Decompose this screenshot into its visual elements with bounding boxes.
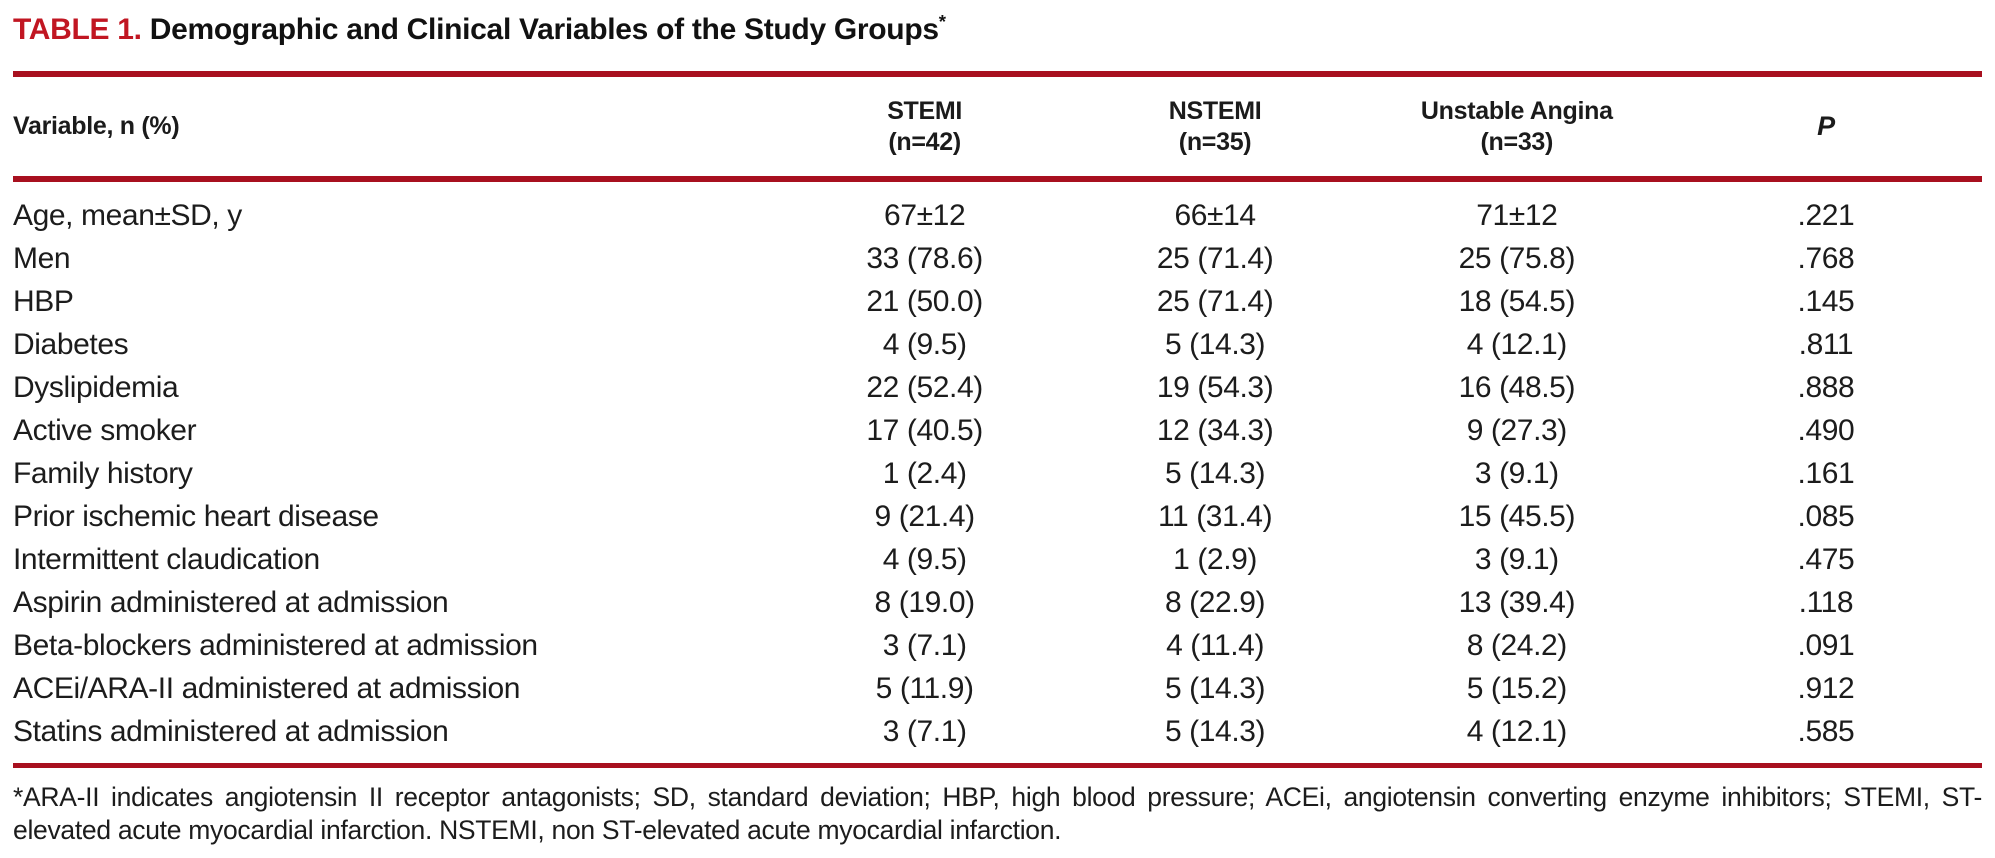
cell-p-value: .768 <box>1797 241 1855 275</box>
row-label: Age, mean±SD, y <box>13 198 242 232</box>
cell-unstable-angina: 18 (54.5) <box>1458 284 1576 318</box>
column-header-unstable-angina: Unstable Angina (n=33) <box>1364 74 1670 179</box>
cell-p-value: .161 <box>1797 456 1855 490</box>
title-asterisk: * <box>938 11 946 32</box>
column-header-p-value: P <box>1817 111 1835 141</box>
row-label: Statins administered at admission <box>13 714 449 748</box>
group-n: (n=35) <box>1178 127 1252 156</box>
cell-stemi: 9 (21.4) <box>874 499 976 533</box>
table-row: Active smoker 17 (40.5) 12 (34.3) 9 (27.… <box>13 409 1982 452</box>
cell-unstable-angina: 4 (12.1) <box>1466 714 1568 748</box>
cell-stemi: 22 (52.4) <box>866 370 983 404</box>
table-header: Variable, n (%) STEMI (n=42) NSTEMI (n=3… <box>13 74 1982 179</box>
row-label: HBP <box>13 284 74 318</box>
table-row: Men 33 (78.6) 25 (71.4) 25 (75.8) .768 <box>13 237 1982 280</box>
header-row: Variable, n (%) STEMI (n=42) NSTEMI (n=3… <box>13 74 1982 179</box>
column-header-nstemi: NSTEMI (n=35) <box>1066 74 1363 179</box>
table-row: Diabetes 4 (9.5) 5 (14.3) 4 (12.1) .811 <box>13 323 1982 366</box>
cell-unstable-angina: 3 (9.1) <box>1474 456 1559 490</box>
cell-nstemi: 25 (71.4) <box>1156 284 1274 318</box>
row-label: Prior ischemic heart disease <box>13 499 379 533</box>
cell-stemi: 1 (2.4) <box>882 456 967 490</box>
row-label: Dyslipidemia <box>13 370 179 404</box>
cell-unstable-angina: 15 (45.5) <box>1458 499 1576 533</box>
row-label: Beta-blockers administered at admission <box>13 628 538 662</box>
cell-unstable-angina: 13 (39.4) <box>1458 585 1576 619</box>
table-row: Statins administered at admission 3 (7.1… <box>13 710 1982 766</box>
table-row: Dyslipidemia 22 (52.4) 19 (54.3) 16 (48.… <box>13 366 1982 409</box>
cell-nstemi: 5 (14.3) <box>1164 671 1266 705</box>
cell-p-value: .888 <box>1797 370 1855 404</box>
table-body: Age, mean±SD, y 67±12 66±14 71±12 .221 M… <box>13 179 1982 766</box>
table-row: ACEi/ARA-II administered at admission 5 … <box>13 667 1982 710</box>
cell-unstable-angina: 16 (48.5) <box>1458 370 1576 404</box>
cell-nstemi: 1 (2.9) <box>1173 542 1258 576</box>
cell-p-value: .490 <box>1797 413 1855 447</box>
cell-nstemi: 5 (14.3) <box>1164 714 1266 748</box>
table-row: HBP 21 (50.0) 25 (71.4) 18 (54.5) .145 <box>13 280 1982 323</box>
cell-p-value: .585 <box>1797 714 1855 748</box>
cell-stemi: 17 (40.5) <box>866 413 983 447</box>
row-label: Active smoker <box>13 413 197 447</box>
cell-nstemi: 5 (14.3) <box>1164 327 1266 361</box>
table-row: Age, mean±SD, y 67±12 66±14 71±12 .221 <box>13 179 1982 237</box>
cell-stemi: 8 (19.0) <box>874 585 976 619</box>
cell-p-value: .118 <box>1798 585 1854 619</box>
row-label: Men <box>13 241 71 275</box>
column-header-stemi: STEMI (n=42) <box>783 74 1067 179</box>
cell-unstable-angina: 8 (24.2) <box>1466 628 1568 662</box>
group-n: (n=33) <box>1480 127 1554 156</box>
cell-nstemi: 8 (22.9) <box>1164 585 1266 619</box>
cell-stemi: 3 (7.1) <box>882 628 967 662</box>
table-row: Prior ischemic heart disease 9 (21.4) 11… <box>13 495 1982 538</box>
cell-p-value: .145 <box>1797 284 1855 318</box>
cell-unstable-angina: 5 (15.2) <box>1466 671 1568 705</box>
cell-p-value: .912 <box>1797 671 1855 705</box>
cell-p-value: .085 <box>1797 499 1855 533</box>
cell-unstable-angina: 25 (75.8) <box>1458 241 1576 275</box>
row-label: Aspirin administered at admission <box>13 585 449 619</box>
demographics-table: Variable, n (%) STEMI (n=42) NSTEMI (n=3… <box>13 71 1982 768</box>
cell-unstable-angina: 71±12 <box>1476 198 1558 232</box>
group-name: Unstable Angina <box>1420 96 1613 125</box>
cell-unstable-angina: 3 (9.1) <box>1474 542 1559 576</box>
table-row: Intermittent claudication 4 (9.5) 1 (2.9… <box>13 538 1982 581</box>
cell-p-value: .091 <box>1797 628 1855 662</box>
row-label: ACEi/ARA-II administered at admission <box>13 671 521 705</box>
cell-p-value: .811 <box>1798 327 1854 361</box>
cell-stemi: 67±12 <box>884 198 966 232</box>
group-name: NSTEMI <box>1168 96 1262 125</box>
cell-stemi: 21 (50.0) <box>866 284 983 318</box>
table-row: Aspirin administered at admission 8 (19.… <box>13 581 1982 624</box>
table-row: Beta-blockers administered at admission … <box>13 624 1982 667</box>
table-title: Demographic and Clinical Variables of th… <box>149 13 939 46</box>
row-label: Family history <box>13 456 193 490</box>
cell-nstemi: 11 (31.4) <box>1157 499 1273 533</box>
cell-nstemi: 19 (54.3) <box>1156 370 1274 404</box>
row-label: Diabetes <box>13 327 129 361</box>
cell-unstable-angina: 4 (12.1) <box>1466 327 1568 361</box>
table-caption: TABLE 1. Demographic and Clinical Variab… <box>13 0 1982 47</box>
cell-nstemi: 12 (34.3) <box>1156 413 1274 447</box>
cell-nstemi: 5 (14.3) <box>1164 456 1266 490</box>
cell-nstemi: 25 (71.4) <box>1156 241 1274 275</box>
table-label: TABLE 1. <box>13 13 142 46</box>
cell-p-value: .221 <box>1797 198 1855 232</box>
cell-stemi: 4 (9.5) <box>882 542 967 576</box>
cell-stemi: 4 (9.5) <box>882 327 967 361</box>
cell-nstemi: 66±14 <box>1174 198 1256 232</box>
row-label: Intermittent claudication <box>13 542 320 576</box>
cell-stemi: 33 (78.6) <box>866 241 983 275</box>
column-header-variable: Variable, n (%) <box>13 112 180 140</box>
cell-unstable-angina: 9 (27.3) <box>1466 413 1568 447</box>
table-footnote: *ARA-II indicates angiotensin II recepto… <box>13 782 1982 845</box>
cell-stemi: 5 (11.9) <box>875 671 974 705</box>
group-n: (n=42) <box>888 127 961 156</box>
group-name: STEMI <box>887 96 963 125</box>
cell-nstemi: 4 (11.4) <box>1166 628 1265 662</box>
cell-stemi: 3 (7.1) <box>882 714 967 748</box>
cell-p-value: .475 <box>1797 542 1855 576</box>
table-row: Family history 1 (2.4) 5 (14.3) 3 (9.1) … <box>13 452 1982 495</box>
